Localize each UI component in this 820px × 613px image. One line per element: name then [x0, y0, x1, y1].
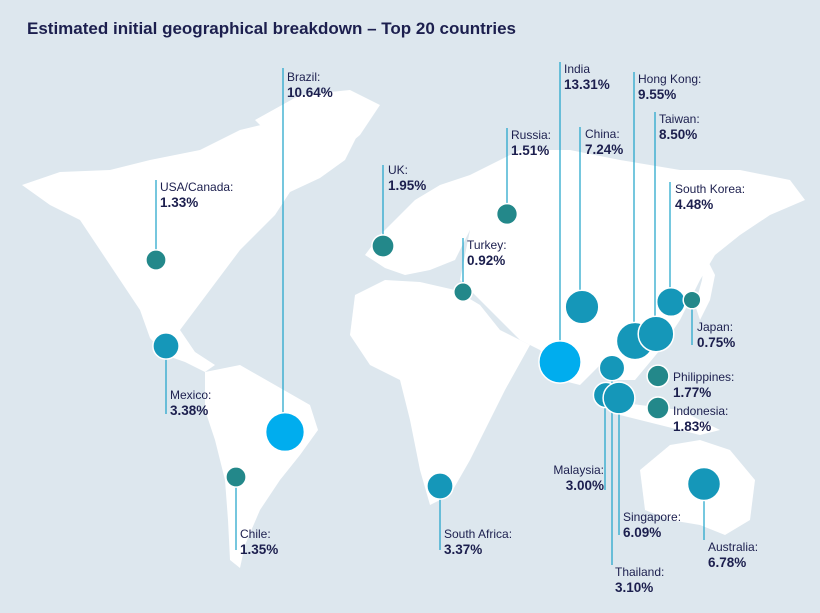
bubble-india[interactable] [538, 340, 582, 384]
country-value: 7.24% [585, 142, 624, 157]
label-japan: Japan: 0.75% [697, 320, 735, 350]
country-value: 3.00% [565, 478, 604, 493]
country-name: Turkey: [467, 238, 507, 252]
country-name: South Korea: [675, 182, 746, 196]
greenland [255, 90, 380, 165]
country-value: 0.75% [697, 335, 736, 350]
bubble-taiwan[interactable] [637, 315, 675, 353]
country-value: 3.37% [444, 542, 483, 557]
bubble-indonesia[interactable] [646, 396, 670, 420]
country-value: 1.77% [673, 385, 712, 400]
country-name: Mexico: [170, 388, 212, 402]
label-russia: Russia: 1.51% [511, 128, 551, 158]
bubble-singapore[interactable] [602, 381, 636, 415]
label-india: India 13.31% [564, 62, 610, 92]
country-name: Philippines: [673, 370, 735, 384]
country-name: Malaysia: [553, 463, 604, 477]
country-value: 6.09% [623, 525, 662, 540]
bubble-uk[interactable] [371, 234, 395, 258]
label-uk: UK: 1.95% [388, 163, 426, 193]
bubble-australia[interactable] [686, 466, 722, 502]
country-value: 9.55% [638, 87, 677, 102]
label-mexico: Mexico: 3.38% [170, 388, 211, 418]
label-hong-kong: Hong Kong: 9.55% [638, 72, 701, 102]
label-thailand: Thailand: 3.10% [615, 565, 664, 595]
bubble-south-africa[interactable] [426, 472, 454, 500]
country-value: 4.48% [675, 197, 714, 212]
map-title: Estimated initial geographical breakdown… [27, 19, 517, 38]
country-name: Singapore: [623, 510, 682, 524]
bubbles [145, 202, 722, 502]
label-chile: Chile: 1.35% [240, 527, 278, 557]
label-usa-canada: USA/Canada: 1.33% [160, 180, 233, 210]
country-name: South Africa: [444, 527, 513, 541]
label-singapore: Singapore: 6.09% [623, 510, 681, 540]
bubble-japan[interactable] [682, 290, 702, 310]
country-value: 1.95% [388, 178, 427, 193]
country-name: Indonesia: [673, 404, 729, 418]
label-indonesia: Indonesia: 1.83% [673, 404, 728, 434]
country-name: Japan: [697, 320, 734, 334]
country-value: 13.31% [564, 77, 610, 92]
country-name: USA/Canada: [160, 180, 234, 194]
label-south-africa: South Africa: 3.37% [444, 527, 512, 557]
country-name: Australia: [708, 540, 759, 554]
landmasses [22, 90, 805, 568]
leader-lines [155, 62, 705, 565]
country-value: 3.38% [170, 403, 209, 418]
country-value: 1.33% [160, 195, 199, 210]
label-brazil: Brazil: 10.64% [287, 70, 333, 100]
bubble-china[interactable] [564, 289, 600, 325]
country-name: India [564, 62, 591, 76]
bubble-mexico[interactable] [152, 332, 180, 360]
country-name: Thailand: [615, 565, 665, 579]
country-name: Hong Kong: [638, 72, 702, 86]
country-name: Brazil: [287, 70, 321, 84]
country-value: 3.10% [615, 580, 654, 595]
north-america [22, 110, 360, 372]
country-name: Taiwan: [659, 112, 700, 126]
country-value: 10.64% [287, 85, 333, 100]
label-australia: Australia: 6.78% [708, 540, 758, 570]
bubble-philippines[interactable] [646, 364, 670, 388]
bubble-brazil[interactable] [264, 411, 306, 453]
country-value: 6.78% [708, 555, 747, 570]
country-value: 1.83% [673, 419, 712, 434]
africa [350, 280, 530, 505]
label-taiwan: Taiwan: 8.50% [659, 112, 700, 142]
label-malaysia: Malaysia: 3.00% [553, 463, 604, 493]
bubble-usa-canada[interactable] [145, 249, 167, 271]
country-value: 1.35% [240, 542, 279, 557]
bubble-chile[interactable] [225, 466, 247, 488]
label-turkey: Turkey: 0.92% [467, 238, 507, 268]
country-name: Chile: [240, 527, 271, 541]
country-name: UK: [388, 163, 409, 177]
bubble-russia[interactable] [495, 202, 519, 226]
country-value: 8.50% [659, 127, 698, 142]
label-south-korea: South Korea: 4.48% [675, 182, 745, 212]
asia [460, 150, 805, 385]
bubble-turkey[interactable] [453, 282, 473, 302]
country-name: China: [585, 127, 620, 141]
bubble-thailand[interactable] [598, 354, 626, 382]
bubble-south-korea[interactable] [655, 286, 687, 318]
country-name: Russia: [511, 128, 552, 142]
label-china: China: 7.24% [585, 127, 623, 157]
country-value: 1.51% [511, 143, 550, 158]
label-philippines: Philippines: 1.77% [673, 370, 734, 400]
country-value: 0.92% [467, 253, 506, 268]
